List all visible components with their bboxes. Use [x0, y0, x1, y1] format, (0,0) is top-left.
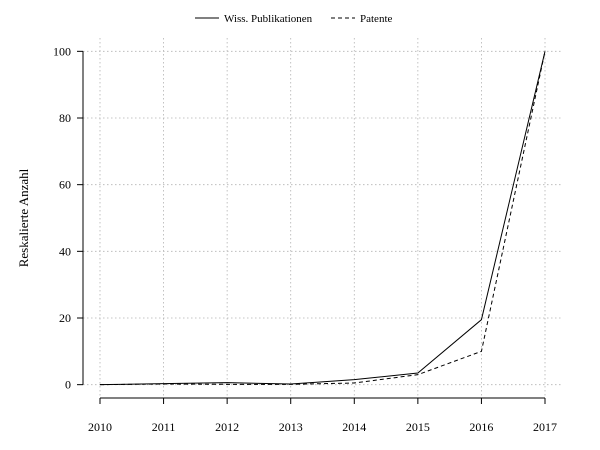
x-tick-label-2011: 2011 [152, 420, 176, 434]
y-tick-label-60: 60 [59, 178, 71, 192]
data-point-patente-2016 [480, 350, 483, 353]
x-tick-label-2013: 2013 [279, 420, 303, 434]
legend-label-patente: Patente [360, 13, 392, 25]
x-tick-label-2017: 2017 [533, 420, 557, 434]
y-tick-label-20: 20 [59, 311, 71, 325]
legend-label-wiss-publikationen: Wiss. Publikationen [224, 13, 313, 25]
data-point-patente-2011 [162, 383, 165, 386]
y-tick-label-0: 0 [65, 378, 71, 392]
x-tick-label-2010: 2010 [88, 420, 112, 434]
y-tick-label-80: 80 [59, 111, 71, 125]
axes: 0 20 40 60 80 100 2010 2011 2012 2013 2014 2015 2016… [53, 44, 557, 434]
series-line-wiss-publikationen [99, 51, 546, 386]
series-lines [99, 50, 547, 386]
series-line-patente [99, 51, 546, 386]
data-point-patente-2012 [226, 383, 229, 386]
data-point-patente-2013 [289, 383, 292, 386]
x-tick-label-2015: 2015 [406, 420, 430, 434]
data-point-patente-2015 [416, 373, 419, 376]
grid-lines [83, 38, 562, 398]
data-point-patente-2010 [99, 383, 102, 386]
data-point-patente-2017 [544, 50, 547, 53]
legend: Wiss. Publikationen Patente [195, 13, 392, 25]
y-axis-title: Reskalierte Anzahl [16, 168, 31, 267]
data-point-patente-2014 [353, 382, 356, 385]
data-point-wiss-publikationen-2016 [480, 318, 483, 321]
x-tick-label-2012: 2012 [215, 420, 239, 434]
y-tick-label-40: 40 [59, 244, 71, 258]
data-point-wiss-publikationen-2014 [353, 378, 356, 381]
y-tick-label-100: 100 [53, 44, 71, 58]
x-tick-label-2016: 2016 [469, 420, 493, 434]
x-tick-label-2014: 2014 [342, 420, 366, 434]
